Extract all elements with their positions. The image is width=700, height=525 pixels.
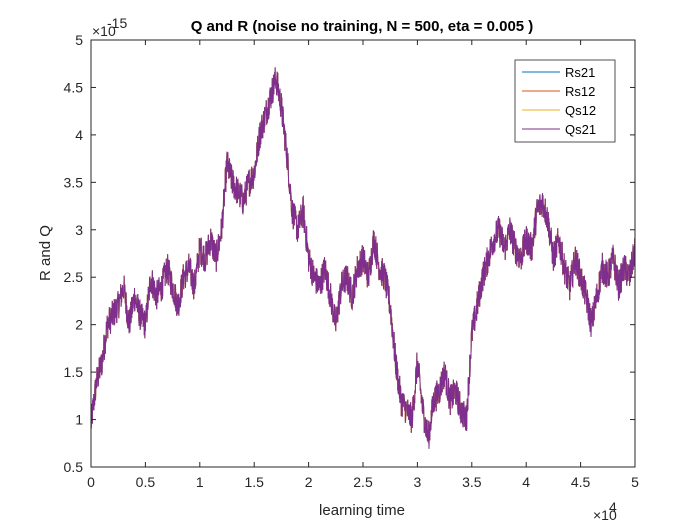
y-axis-label: R and Q bbox=[37, 225, 54, 281]
y-tick-label: 4 bbox=[75, 127, 83, 143]
legend-label-qs21: Qs21 bbox=[565, 122, 596, 137]
legend-label-qs12: Qs12 bbox=[565, 103, 596, 118]
y-tick-label: 5 bbox=[75, 32, 83, 48]
y-tick-label: 1 bbox=[75, 412, 83, 428]
x-tick-label: 2 bbox=[305, 474, 313, 490]
x-exponent-base: ×10 bbox=[593, 507, 617, 523]
legend-label-rs21: Rs21 bbox=[565, 65, 595, 80]
y-exponent-power: -15 bbox=[107, 15, 127, 31]
x-tick-label: 4.5 bbox=[571, 474, 591, 490]
x-exponent-power: 4 bbox=[609, 499, 617, 515]
y-tick-label: 1.5 bbox=[64, 364, 84, 380]
x-ticks: 0 0.5 1 1.5 2 2.5 3 3.5 4 4.5 5 bbox=[87, 40, 639, 490]
x-tick-label: 3.5 bbox=[462, 474, 482, 490]
y-tick-label: 3 bbox=[75, 222, 83, 238]
x-tick-label: 1 bbox=[196, 474, 204, 490]
legend-label-rs12: Rs12 bbox=[565, 84, 595, 99]
y-tick-label: 0.5 bbox=[64, 459, 84, 475]
y-tick-label: 4.5 bbox=[64, 79, 84, 95]
x-tick-label: 5 bbox=[631, 474, 639, 490]
chart-title: Q and R (noise no training, N = 500, eta… bbox=[191, 18, 534, 35]
x-axis-label: learning time bbox=[319, 502, 405, 519]
y-tick-label: 2.5 bbox=[64, 269, 84, 285]
series-line-qs21 bbox=[90, 67, 636, 449]
legend-box bbox=[514, 59, 616, 143]
x-tick-label: 3 bbox=[414, 474, 422, 490]
x-tick-label: 1.5 bbox=[244, 474, 264, 490]
x-tick-label: 0.5 bbox=[136, 474, 156, 490]
y-tick-label: 3.5 bbox=[64, 174, 84, 190]
legend: Rs21 Rs12 Qs12 Qs21 bbox=[514, 59, 616, 143]
x-tick-label: 2.5 bbox=[353, 474, 373, 490]
x-tick-label: 4 bbox=[522, 474, 530, 490]
series-layer bbox=[90, 67, 636, 449]
y-exponent-base: ×10 bbox=[92, 23, 116, 39]
y-ticks: 0.5 1 1.5 2 2.5 3 3.5 4 4.5 5 bbox=[64, 32, 635, 475]
x-tick-label: 0 bbox=[87, 474, 95, 490]
y-tick-label: 2 bbox=[75, 317, 83, 333]
